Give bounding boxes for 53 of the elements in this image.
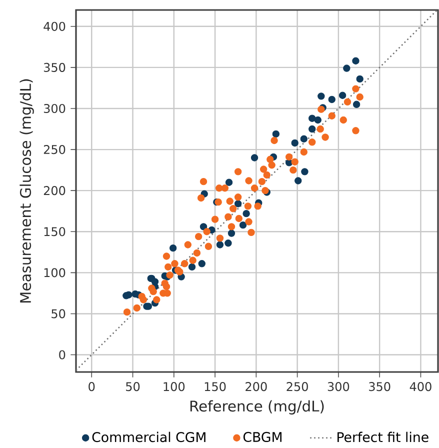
point bbox=[198, 260, 206, 268]
point bbox=[122, 292, 130, 300]
point bbox=[132, 290, 139, 298]
x-tick-label: 100 bbox=[164, 382, 185, 392]
point bbox=[352, 100, 360, 108]
y-axis-title: Measurement Glucose (mg/dL) bbox=[20, 79, 34, 303]
point bbox=[151, 278, 159, 286]
point bbox=[200, 223, 208, 230]
point bbox=[216, 241, 224, 248]
point bbox=[343, 64, 350, 72]
y-tick-label: 350 bbox=[44, 62, 66, 72]
point bbox=[294, 177, 302, 184]
point bbox=[352, 57, 360, 64]
point bbox=[250, 154, 258, 162]
legend-label: CBGM bbox=[243, 432, 282, 442]
x-tick-label: 350 bbox=[369, 382, 390, 392]
point bbox=[239, 221, 247, 229]
point bbox=[225, 178, 233, 186]
point bbox=[328, 96, 336, 104]
x-tick-label: 300 bbox=[328, 382, 350, 392]
point bbox=[291, 139, 298, 147]
y-tick-label: 50 bbox=[52, 309, 66, 318]
x-tick-label: 150 bbox=[204, 382, 226, 392]
legend-label: Perfect fit line bbox=[338, 432, 428, 442]
x-tick-label: 400 bbox=[410, 382, 432, 392]
point bbox=[272, 130, 280, 138]
y-tick-label: 250 bbox=[44, 145, 66, 154]
point bbox=[314, 116, 322, 124]
point bbox=[300, 135, 308, 142]
x-tick-label: 200 bbox=[246, 382, 267, 392]
y-tick-label: 100 bbox=[44, 268, 66, 278]
y-tick-label: 0 bbox=[59, 350, 66, 360]
y-tick-label: 150 bbox=[44, 227, 66, 236]
x-axis-title: Reference (mg/dL) bbox=[190, 400, 324, 414]
point bbox=[338, 92, 346, 99]
point bbox=[228, 230, 236, 237]
x-tick-label: 250 bbox=[286, 382, 308, 392]
point bbox=[301, 168, 308, 176]
point bbox=[188, 263, 196, 271]
point bbox=[318, 92, 325, 100]
y-tick-label: 200 bbox=[44, 186, 66, 196]
point bbox=[169, 244, 177, 252]
point bbox=[234, 200, 242, 208]
point bbox=[308, 125, 316, 133]
legend-label: Commercial CGM bbox=[92, 432, 206, 442]
x-tick-label: 0 bbox=[88, 382, 95, 392]
point bbox=[356, 75, 364, 83]
y-tick-label: 300 bbox=[44, 104, 66, 114]
point bbox=[308, 114, 316, 122]
x-tick-label: 50 bbox=[126, 382, 140, 392]
point bbox=[224, 240, 232, 247]
y-tick-label: 400 bbox=[44, 22, 66, 31]
point bbox=[242, 210, 250, 218]
